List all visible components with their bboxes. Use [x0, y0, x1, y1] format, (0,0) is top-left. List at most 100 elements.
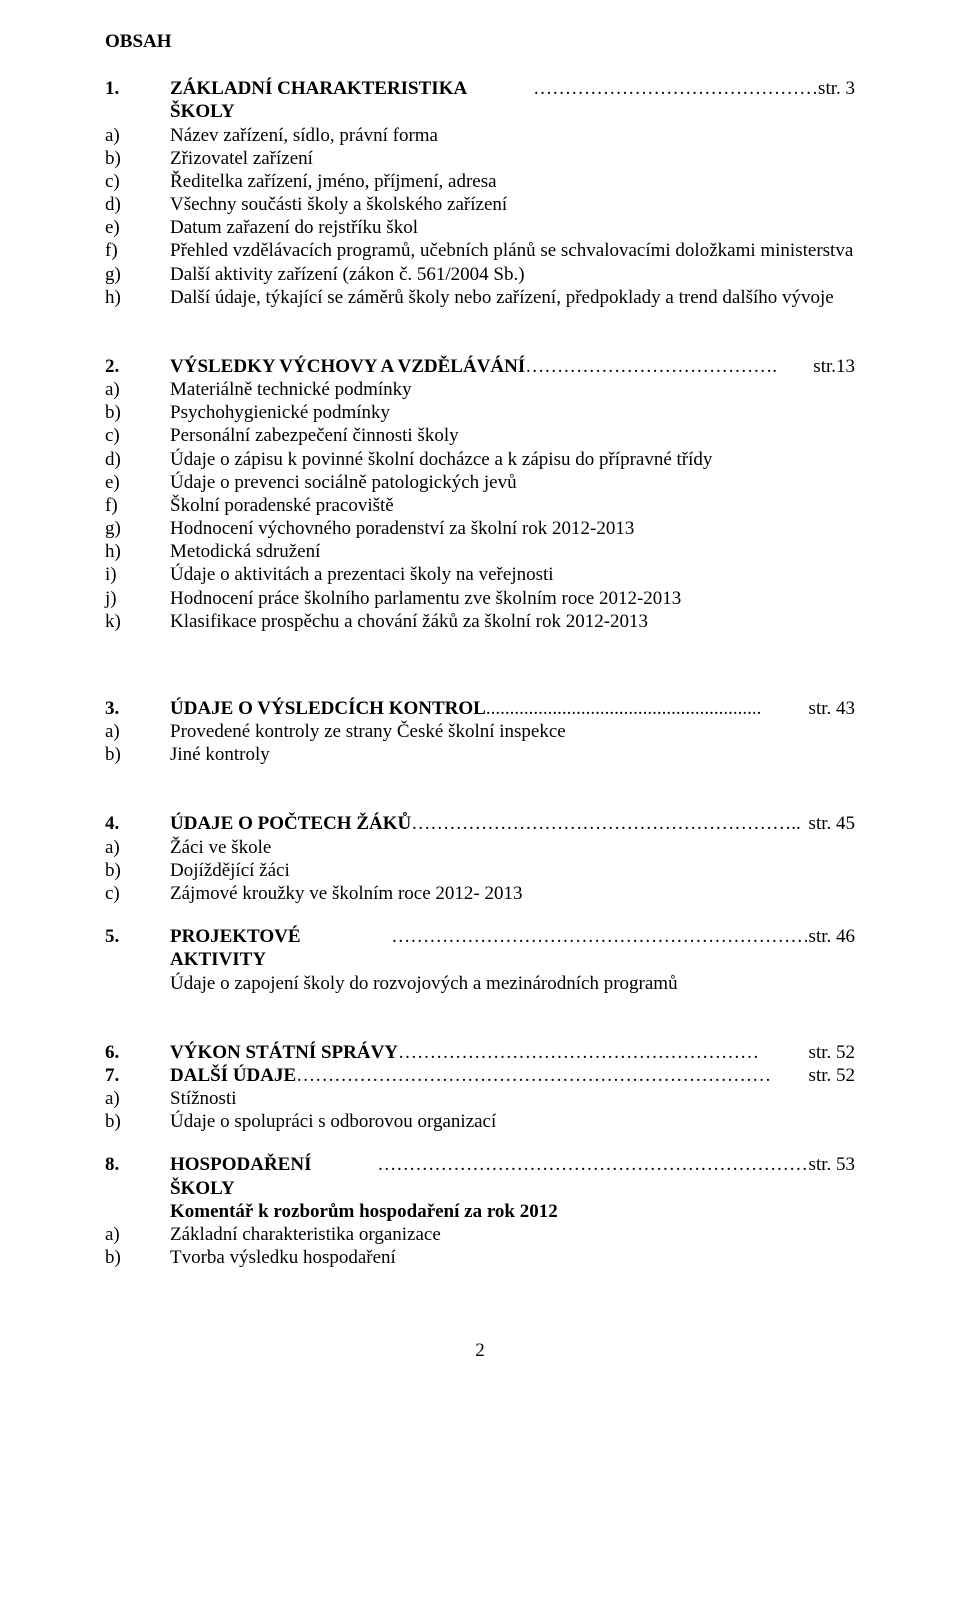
toc-item: a)Základní charakteristika organizace — [105, 1223, 855, 1246]
toc-item: h)Metodická sdružení — [105, 540, 855, 563]
item-letter: i) — [105, 563, 170, 586]
toc-item: b)Psychohygienické podmínky — [105, 401, 855, 424]
item-text: Zřizovatel zařízení — [170, 147, 855, 170]
leader-dots: …………………………………. — [525, 355, 811, 378]
item-letter: a) — [105, 1223, 170, 1246]
toc-item: d)Údaje o zápisu k povinné školní docház… — [105, 448, 855, 471]
item-letter: b) — [105, 1110, 170, 1133]
toc-item: c)Ředitelka zařízení, jméno, příjmení, a… — [105, 170, 855, 193]
leader-dots: ……………………………………… — [533, 77, 816, 100]
item-letter: h) — [105, 286, 170, 309]
toc-item: b)Jiné kontroly — [105, 743, 855, 766]
item-letter: j) — [105, 587, 170, 610]
toc-item: a)Materiálně technické podmínky — [105, 378, 855, 401]
item-text: Údaje o prevenci sociálně patologických … — [170, 471, 855, 494]
item-text: Psychohygienické podmínky — [170, 401, 855, 424]
section-2-title-row: 2. VÝSLEDKY VÝCHOVY A VZDĚLÁVÁNÍ …………………… — [105, 355, 855, 378]
item-text: Údaje o aktivitách a prezentaci školy na… — [170, 563, 855, 586]
toc-item: b)Tvorba výsledku hospodaření — [105, 1246, 855, 1269]
section-num: 7. — [105, 1064, 170, 1087]
item-text: Stížnosti — [170, 1087, 855, 1110]
item-text: Údaje o zápisu k povinné školní docházce… — [170, 448, 855, 471]
section-title: VÝSLEDKY VÝCHOVY A VZDĚLÁVÁNÍ — [170, 355, 525, 378]
section-5-title-row: 5. PROJEKTOVÉ AKTIVITY ……………………………………………… — [105, 925, 855, 971]
toc-item: j)Hodnocení práce školního parlamentu zv… — [105, 587, 855, 610]
toc-item: g)Hodnocení výchovného poradenství za šk… — [105, 517, 855, 540]
item-text: Všechny součásti školy a školského zaříz… — [170, 193, 855, 216]
page-number: 2 — [105, 1339, 855, 1362]
page-ref: str. 3 — [816, 77, 855, 100]
leader-dots: …………………………………………………….. — [411, 812, 806, 835]
section-title: HOSPODAŘENÍ ŠKOLY — [170, 1153, 377, 1199]
item-letter: a) — [105, 124, 170, 147]
toc-item: h)Další údaje, týkající se záměrů školy … — [105, 286, 855, 309]
toc-item: i)Údaje o aktivitách a prezentaci školy … — [105, 563, 855, 586]
section-7-title-row: 7. DALŠÍ ÚDAJE …………………………………………………………………… — [105, 1064, 855, 1087]
item-letter: a) — [105, 378, 170, 401]
section-5-sub: Údaje o zapojení školy do rozvojových a … — [105, 972, 855, 995]
section-num: 5. — [105, 925, 170, 948]
page-ref: str. 46 — [807, 925, 855, 948]
item-letter: b) — [105, 859, 170, 882]
toc-item: a)Žáci ve škole — [105, 836, 855, 859]
item-letter: c) — [105, 424, 170, 447]
toc-item: f)Přehled vzdělávacích programů, učebníc… — [105, 239, 855, 262]
item-letter: b) — [105, 1246, 170, 1269]
item-text: Klasifikace prospěchu a chování žáků za … — [170, 610, 855, 633]
item-letter: b) — [105, 401, 170, 424]
item-text: Další aktivity zařízení (zákon č. 561/20… — [170, 263, 855, 286]
page-ref: str. 53 — [807, 1153, 855, 1176]
section-title: DALŠÍ ÚDAJE — [170, 1064, 296, 1087]
section-num: 8. — [105, 1153, 170, 1176]
section-num: 2. — [105, 355, 170, 378]
item-text: Tvorba výsledku hospodaření — [170, 1246, 855, 1269]
item-text: Zájmové kroužky ve školním roce 2012- 20… — [170, 882, 855, 905]
item-letter: f) — [105, 494, 170, 517]
item-letter: f) — [105, 239, 170, 262]
item-text: Žáci ve škole — [170, 836, 855, 859]
section-8-title-row: 8. HOSPODAŘENÍ ŠKOLY …………………………………………………… — [105, 1153, 855, 1199]
item-letter: e) — [105, 471, 170, 494]
toc-item: b)Dojíždějící žáci — [105, 859, 855, 882]
leader-dots: …………………………………………………………... — [391, 925, 806, 948]
section-num: 3. — [105, 697, 170, 720]
item-text: Údaje o spolupráci s odborovou organizac… — [170, 1110, 855, 1133]
item-text: Hodnocení výchovného poradenství za škol… — [170, 517, 855, 540]
item-letter: d) — [105, 193, 170, 216]
section-6-title-row: 6. VÝKON STÁTNÍ SPRÁVY ……………………………………………… — [105, 1041, 855, 1064]
item-text: Metodická sdružení — [170, 540, 855, 563]
leader-dots: ………………………………………………… — [398, 1041, 807, 1064]
section-8-sub-bold: Komentář k rozborům hospodaření za rok 2… — [105, 1200, 855, 1223]
toc-item: g)Další aktivity zařízení (zákon č. 561/… — [105, 263, 855, 286]
item-text: Základní charakteristika organizace — [170, 1223, 855, 1246]
section-title: ÚDAJE O POČTECH ŽÁKŮ — [170, 812, 411, 835]
item-text: Jiné kontroly — [170, 743, 855, 766]
section-3-title-row: 3. ÚDAJE O VÝSLEDCÍCH KONTROL ..........… — [105, 697, 855, 720]
toc-item: a)Provedené kontroly ze strany České ško… — [105, 720, 855, 743]
section-title: ZÁKLADNÍ CHARAKTERISTIKA ŠKOLY — [170, 77, 533, 123]
item-letter: d) — [105, 448, 170, 471]
page-ref: str. 52 — [807, 1064, 855, 1087]
item-text: Ředitelka zařízení, jméno, příjmení, adr… — [170, 170, 855, 193]
toc-item: a)Název zařízení, sídlo, právní forma — [105, 124, 855, 147]
leader-dots: ........................................… — [486, 697, 807, 720]
toc-item: d)Všechny součásti školy a školského zař… — [105, 193, 855, 216]
page-ref: str.13 — [811, 355, 855, 378]
item-text: Další údaje, týkající se záměrů školy ne… — [170, 286, 855, 309]
toc-item: a)Stížnosti — [105, 1087, 855, 1110]
page-ref: str. 43 — [807, 697, 855, 720]
item-letter: c) — [105, 170, 170, 193]
item-letter: e) — [105, 216, 170, 239]
toc-item: c)Personální zabezpečení činnosti školy — [105, 424, 855, 447]
item-letter: k) — [105, 610, 170, 633]
item-text: Přehled vzdělávacích programů, učebních … — [170, 239, 855, 262]
toc-item: k)Klasifikace prospěchu a chování žáků z… — [105, 610, 855, 633]
toc-item: c)Zájmové kroužky ve školním roce 2012- … — [105, 882, 855, 905]
item-letter: g) — [105, 263, 170, 286]
item-letter: g) — [105, 517, 170, 540]
item-text: Dojíždějící žáci — [170, 859, 855, 882]
item-text: Materiálně technické podmínky — [170, 378, 855, 401]
toc-item: e)Údaje o prevenci sociálně patologickýc… — [105, 471, 855, 494]
toc-item: f)Školní poradenské pracoviště — [105, 494, 855, 517]
item-letter: b) — [105, 743, 170, 766]
